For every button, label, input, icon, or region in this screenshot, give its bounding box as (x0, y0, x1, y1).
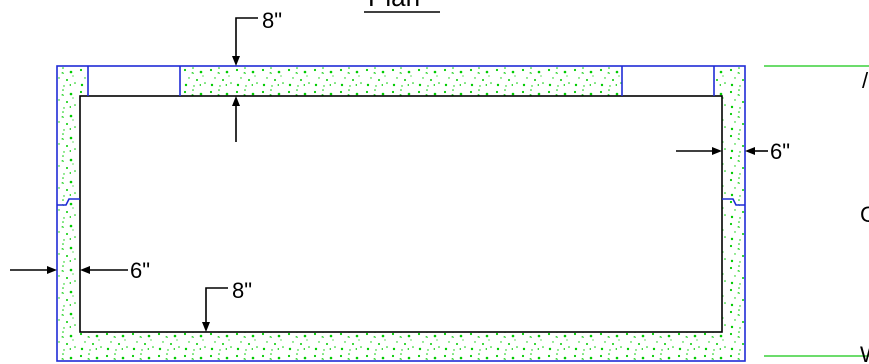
plan-title: Plan (368, 0, 420, 12)
right-wall-dimension-label: 6" (770, 139, 790, 164)
inner-chamber (79, 95, 723, 333)
edge-label-1: / (862, 68, 869, 93)
left-wall-dimension (10, 266, 128, 274)
bottom-wall-dimension (202, 287, 228, 332)
right-wall-dimension (676, 147, 768, 155)
left-wall-dimension-label: 6" (130, 258, 150, 283)
bottom-wall-dimension-label: 8" (232, 278, 252, 303)
edge-label-3: W (860, 342, 869, 364)
top-wall-dimension-label: 8" (262, 8, 282, 33)
top-wall-dimension (232, 17, 258, 142)
edge-label-2: C (860, 202, 869, 227)
outer-outline (56, 65, 746, 362)
